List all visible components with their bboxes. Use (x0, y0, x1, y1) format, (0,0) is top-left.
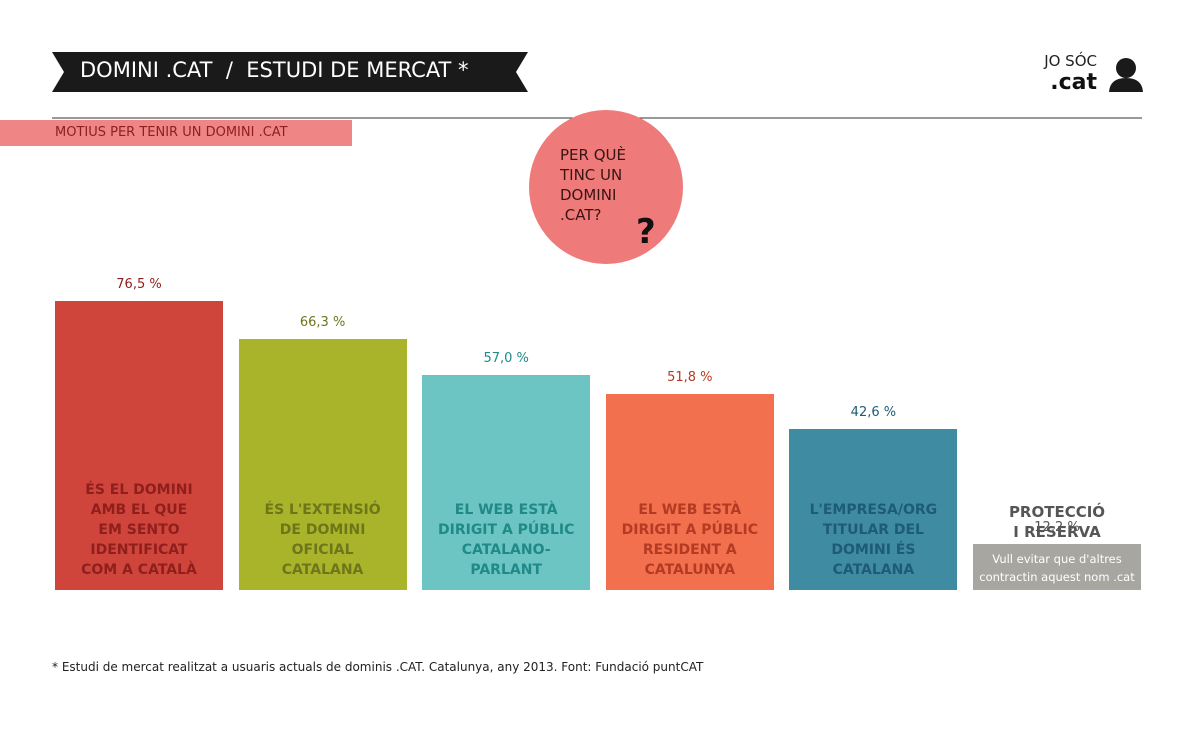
title: DOMINI .CAT / ESTUDI DE MERCAT * (80, 58, 469, 82)
brand-domain: .cat (1050, 70, 1097, 95)
category-label: L'EMPRESA/ORG TITULAR DEL DOMINI ÉS CATA… (809, 502, 938, 578)
bar (238, 339, 407, 590)
value-label: 42,6 % (850, 404, 897, 420)
value-label: 12,2 % (1034, 519, 1080, 535)
category-label: PROTECCIÓ I RESERVA (1008, 502, 1106, 541)
value-label: 57,0 % (483, 350, 529, 366)
section-band (0, 120, 352, 146)
section-title: MOTIUS PER TENIR UN DOMINI .CAT (55, 125, 288, 140)
footnote: * Estudi de mercat realitzat a usuaris a… (52, 660, 704, 674)
value-label: 51,8 % (667, 370, 713, 386)
brand: JO SÓC (1044, 52, 1097, 70)
question-mark: ? (636, 212, 656, 252)
bar (55, 300, 223, 590)
value-label: 76,5 % (116, 276, 162, 292)
title-banner (52, 52, 528, 92)
category-label: ÉS L'EXTENSIÓ DE DOMINI OFICIAL CATALANA (264, 502, 381, 578)
bar (605, 394, 774, 590)
question: PER QUÈ TINC UN DOMINI .CAT? (560, 146, 626, 224)
bar (422, 374, 591, 590)
bar (789, 428, 958, 590)
person-icon (1109, 58, 1143, 92)
question-circle (529, 110, 683, 264)
value-label: 66,3 % (299, 315, 346, 331)
bar-note: Vull evitar que d'altres contractin aque… (979, 552, 1135, 584)
category-label: EL WEB ESTÀ DIRIGIT A PÚBLIC CATALANO- P… (438, 502, 575, 578)
bar (973, 543, 1141, 590)
category-label: ÉS EL DOMINI AMB EL QUE EM SENTO IDENTIF… (81, 482, 197, 578)
category-label: EL WEB ESTÀ DIRIGIT A PÚBLIC RESIDENT A … (621, 502, 758, 578)
decor (0, 52, 1143, 264)
